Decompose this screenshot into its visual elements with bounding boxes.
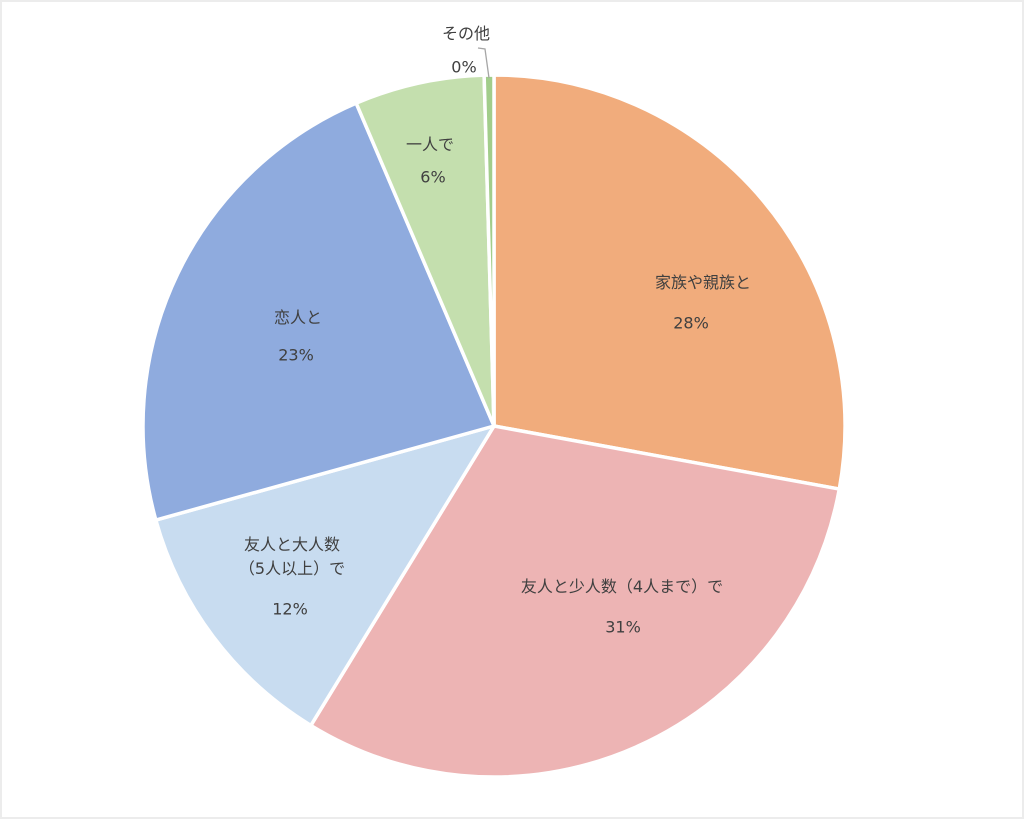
pie-slice-1: [309, 424, 842, 779]
pie-slice-2: [154, 424, 496, 728]
pie-slice-0: [492, 73, 847, 491]
label-leader-line: [477, 47, 490, 79]
pie-slice-4: [354, 73, 496, 428]
pie-slice-3: [141, 101, 496, 522]
